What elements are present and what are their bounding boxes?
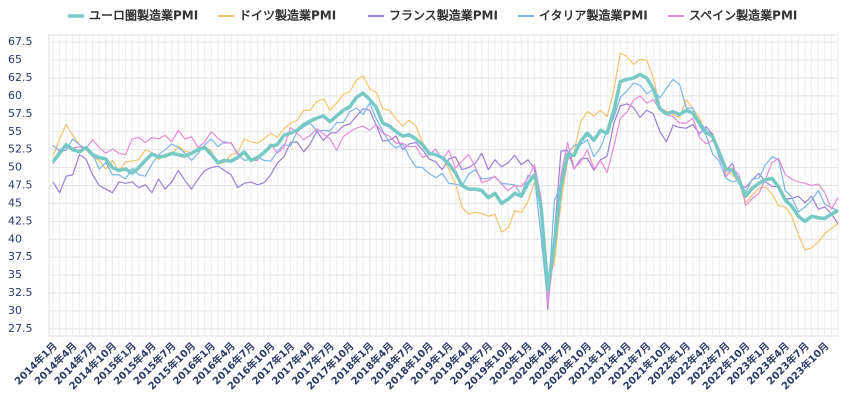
y-tick-label: 40 [8,232,22,245]
legend-label: ドイツ製造業PMI [239,8,336,23]
y-tick-label: 60 [8,89,22,102]
series-line [51,72,839,292]
series-line [52,78,839,304]
y-tick-label: 45 [8,196,22,209]
series-line [52,95,839,306]
series-line [52,103,839,311]
legend-label: フランス製造業PMI [389,8,498,23]
y-tick-label: 47.5 [8,179,33,192]
y-tick-label: 57.5 [8,107,33,120]
y-tick-label: 27.5 [8,322,33,335]
y-tick-label: 65 [8,53,22,66]
y-tick-label: 55 [8,125,22,138]
y-tick-label: 52.5 [8,143,33,156]
y-tick-label: 32.5 [8,286,33,299]
y-tick-label: 42.5 [8,214,33,227]
legend-label: イタリア製造業PMI [539,8,648,23]
legend-label: スペイン製造業PMI [689,8,797,23]
y-tick-label: 37.5 [8,250,33,263]
y-tick-label: 50 [8,161,22,174]
y-tick-label: 35 [8,268,22,281]
legend-label: ユーロ圏製造業PMI [89,8,198,23]
y-tick-label: 67.5 [8,35,33,48]
y-tick-label: 62.5 [8,71,33,84]
y-tick-label: 30 [8,304,22,317]
